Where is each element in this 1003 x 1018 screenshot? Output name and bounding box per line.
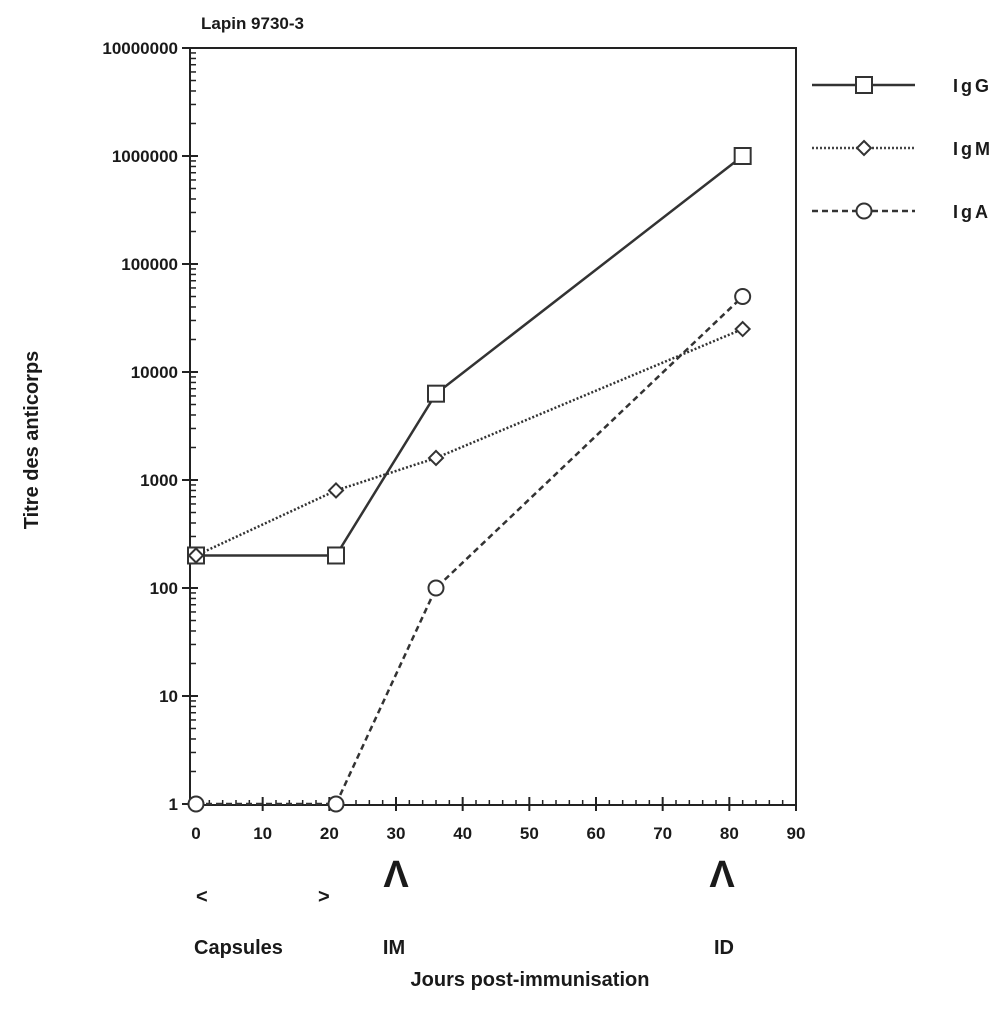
- im-label: IM: [383, 937, 405, 959]
- x-tick-label: 20: [320, 824, 339, 843]
- y-axis-tick-labels: 1 10 100 1000 10000 100000 1000000 10000000: [102, 39, 178, 814]
- y-tick-label: 1000: [140, 471, 178, 490]
- id-arrow: Λ: [709, 854, 735, 896]
- series-line-igm: [195, 327, 744, 557]
- point-igg: [427, 384, 445, 403]
- x-tick-label: 40: [453, 824, 472, 843]
- id-label: ID: [714, 937, 734, 959]
- y-tick-label: 100000: [121, 255, 178, 274]
- x-tick-label: 30: [387, 824, 406, 843]
- point-igm: [427, 449, 445, 467]
- chart-title: Lapin 9730-3: [201, 14, 304, 33]
- point-iga: [734, 288, 752, 306]
- point-igm: [734, 320, 752, 338]
- capsules-end-marker: >: [318, 886, 330, 908]
- y-tick-label: 10: [159, 687, 178, 706]
- y-tick-label: 1000000: [112, 147, 178, 166]
- x-axis-label: Jours post-immunisation: [411, 969, 650, 991]
- series-line-iga: [196, 295, 744, 806]
- y-tick-label: 100: [150, 579, 178, 598]
- legend-label-iga: IgA: [953, 202, 991, 222]
- capsules-start-marker: <: [196, 886, 208, 908]
- y-tick-label: 1: [169, 795, 178, 814]
- point-iga: [187, 795, 205, 813]
- x-tick-label: 90: [787, 824, 806, 843]
- point-iga: [327, 795, 345, 813]
- point-igg: [733, 147, 752, 165]
- legend: IgG IgM IgA: [812, 76, 993, 222]
- point-igg: [327, 546, 345, 565]
- x-axis-tick-labels: 0 10 20 30 40 50 60 70 80 90: [191, 824, 805, 843]
- legend-marker-igg: [855, 76, 873, 94]
- x-tick-label: 50: [520, 824, 539, 843]
- x-tick-label: 70: [653, 824, 672, 843]
- plot-frame: [189, 47, 797, 806]
- y-axis-label: Titre des anticorps: [21, 351, 43, 530]
- x-tick-label: 80: [720, 824, 739, 843]
- x-tick-label: 0: [191, 824, 200, 843]
- legend-marker-iga: [855, 202, 873, 220]
- series-layer: [187, 147, 752, 813]
- legend-label-igm: IgM: [953, 139, 993, 159]
- point-igm: [187, 547, 205, 564]
- legend-marker-igm: [855, 139, 873, 157]
- y-tick-label: 10000000: [102, 39, 178, 58]
- x-tick-label: 10: [253, 824, 272, 843]
- legend-label-igg: IgG: [953, 76, 992, 96]
- y-tick-label: 10000: [131, 363, 178, 382]
- point-iga: [427, 579, 445, 597]
- y-axis-ticks: [182, 47, 198, 805]
- capsules-label: Capsules: [194, 937, 283, 959]
- x-tick-label: 60: [587, 824, 606, 843]
- im-arrow: Λ: [383, 854, 409, 896]
- series-line-igg: [196, 155, 744, 557]
- point-igm: [327, 482, 345, 499]
